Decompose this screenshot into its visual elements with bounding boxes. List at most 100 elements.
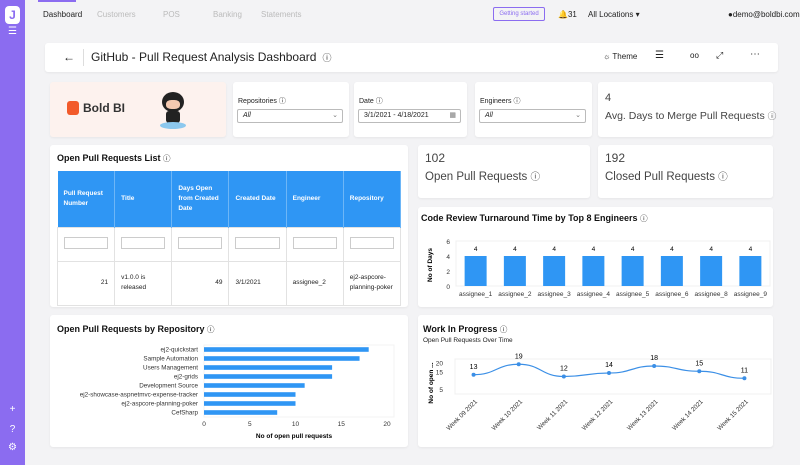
- x-tick-label: Week 12 2021: [581, 398, 615, 432]
- wip-chart-card: Work In Progress ⓘ Open Pull Requests Ov…: [418, 315, 773, 447]
- bar: [204, 365, 333, 370]
- table-cell: assignee_2: [285, 260, 344, 306]
- plot-area: [203, 344, 395, 418]
- y-tick-label: ej2-quickstart: [161, 347, 199, 354]
- y-axis-title: No of Days: [427, 248, 434, 282]
- x-tick-label: 0: [202, 421, 206, 428]
- nav-pos[interactable]: POS: [163, 10, 180, 19]
- bar: [204, 374, 333, 379]
- view-icon[interactable]: oo: [690, 51, 699, 60]
- page-title: GitHub - Pull Request Analysis Dashboard: [91, 50, 317, 64]
- column-header[interactable]: Pull Request Number: [57, 171, 116, 227]
- nav-banking[interactable]: Banking: [213, 10, 242, 19]
- more-icon[interactable]: ⋯: [750, 49, 760, 60]
- column-header[interactable]: Repository: [343, 171, 402, 227]
- getting-started-button[interactable]: Getting started: [493, 7, 545, 21]
- data-point: [742, 376, 747, 381]
- table-cell: 21: [56, 260, 116, 306]
- x-tick-label: 5: [248, 421, 252, 428]
- y-tick-label: Sample Automation: [143, 356, 198, 363]
- data-label: 4: [749, 246, 753, 253]
- fullscreen-icon[interactable]: ⤢: [716, 50, 724, 60]
- chart-subtitle: Open Pull Requests Over Time: [423, 337, 513, 344]
- data-label: 13: [470, 364, 478, 371]
- column-filter-input[interactable]: [235, 236, 280, 249]
- x-tick-label: assignee_3: [538, 291, 572, 298]
- date-range-picker[interactable]: 3/1/2021 - 4/18/2021 ▦: [358, 109, 461, 123]
- filter-label: Repositories ⓘ: [238, 98, 286, 105]
- filter-cell: [285, 226, 344, 262]
- repositories-filter: Repositories ⓘ All ⌄: [233, 82, 349, 137]
- filter-label: Engineers ⓘ: [480, 98, 521, 105]
- plot-area: [455, 240, 771, 287]
- pr-table: Pull Request Number Title Days Open from C…: [56, 171, 402, 306]
- filter-settings-icon[interactable]: ☰: [655, 50, 664, 61]
- x-tick-label: assignee_2: [498, 291, 532, 298]
- repositories-dropdown[interactable]: All ⌄: [237, 109, 343, 123]
- closed-prs-kpi: 192 Closed Pull Requests ⓘ: [598, 145, 773, 198]
- nav-customers[interactable]: Customers: [97, 10, 136, 19]
- data-label: 15: [695, 360, 703, 367]
- code-review-card: Code Review Turnaround Time by Top 8 Eng…: [418, 207, 773, 307]
- nav-dashboard[interactable]: Dashboard: [43, 10, 83, 19]
- repo-chart: ej2-quickstart Sample Automation Users Man…: [80, 344, 395, 440]
- back-arrow-icon[interactable]: ←: [63, 50, 75, 64]
- notifications[interactable]: 🔔31: [558, 10, 577, 19]
- y-tick-label: ej2-aspcore-planning-poker: [121, 401, 198, 408]
- calendar-icon[interactable]: ▦: [449, 112, 456, 119]
- x-tick-label: assignee_5: [616, 291, 650, 298]
- info-icon[interactable]: ⓘ: [322, 53, 332, 63]
- column-filter-input[interactable]: [64, 236, 109, 249]
- engineers-dropdown[interactable]: All ⌄: [479, 109, 586, 123]
- card-title: Work In Progress ⓘ: [423, 324, 508, 334]
- engineers-filter: Engineers ⓘ All ⌄: [475, 82, 592, 137]
- filter-cell: [171, 226, 230, 262]
- page-title-group: GitHub - Pull Request Analysis Dashboard…: [91, 50, 331, 64]
- add-icon[interactable]: +: [9, 404, 16, 415]
- app-logo[interactable]: J: [5, 6, 20, 24]
- data-label: 4: [474, 246, 478, 253]
- filter-cell: [228, 226, 287, 262]
- table-cell: v1.0.0 is released: [114, 260, 173, 306]
- column-filter-input[interactable]: [349, 236, 394, 249]
- code-review-chart: 0 2 4 6 No of Days 4 assignee_1 4 assignee_2 4 ass…: [427, 239, 771, 298]
- data-label: 4: [592, 246, 596, 253]
- kpi-label: Avg. Days to Merge Pull Requests ⓘ: [605, 110, 777, 122]
- octocat-icon: [158, 90, 188, 130]
- y-tick-label: 6: [446, 239, 450, 246]
- column-header[interactable]: Title: [114, 171, 173, 227]
- data-label: 19: [515, 353, 523, 360]
- x-tick-label: Week 15 2021: [716, 398, 750, 432]
- column-filter-input[interactable]: [178, 236, 223, 249]
- column-header[interactable]: Created Date: [228, 171, 287, 227]
- x-tick-label: 20: [383, 421, 391, 428]
- y-axis-title: No of open ...: [428, 362, 435, 403]
- theme-button[interactable]: ☼ Theme: [603, 52, 638, 61]
- user-menu[interactable]: ●demo@boldbi.com: [728, 10, 800, 19]
- column-filter-input[interactable]: [121, 236, 166, 249]
- data-point: [561, 374, 566, 379]
- column-header[interactable]: Days Open from Created Date: [171, 171, 230, 227]
- x-tick-label: assignee_4: [577, 291, 611, 298]
- boldbi-logo-icon: [67, 101, 79, 115]
- bar: [204, 356, 360, 361]
- filter-cell: [114, 226, 173, 262]
- column-header[interactable]: Engineer: [286, 171, 344, 227]
- help-icon[interactable]: ?: [9, 424, 16, 435]
- card-title: Open Pull Requests by Repository ⓘ: [57, 324, 215, 334]
- data-label: 18: [650, 355, 658, 362]
- chevron-down-icon: ⌄: [575, 112, 581, 119]
- y-tick-label: 4: [446, 254, 450, 261]
- nav-statements[interactable]: Statements: [261, 10, 302, 19]
- location-dropdown[interactable]: All Locations ▾: [588, 10, 640, 19]
- menu-icon[interactable]: ☰: [8, 26, 17, 37]
- kpi-value: 102: [425, 151, 446, 165]
- column-filter-input[interactable]: [292, 236, 337, 249]
- y-tick-label: CefSharp: [171, 410, 198, 417]
- bar: [204, 410, 278, 415]
- table-row[interactable]: 21 v1.0.0 is released 49 3/1/2021 assignee_2…: [56, 260, 402, 306]
- kpi-value: 4: [605, 92, 612, 104]
- top-nav: Dashboard Customers POS Banking Statemen…: [25, 0, 800, 30]
- settings-icon[interactable]: ⚙: [8, 442, 17, 453]
